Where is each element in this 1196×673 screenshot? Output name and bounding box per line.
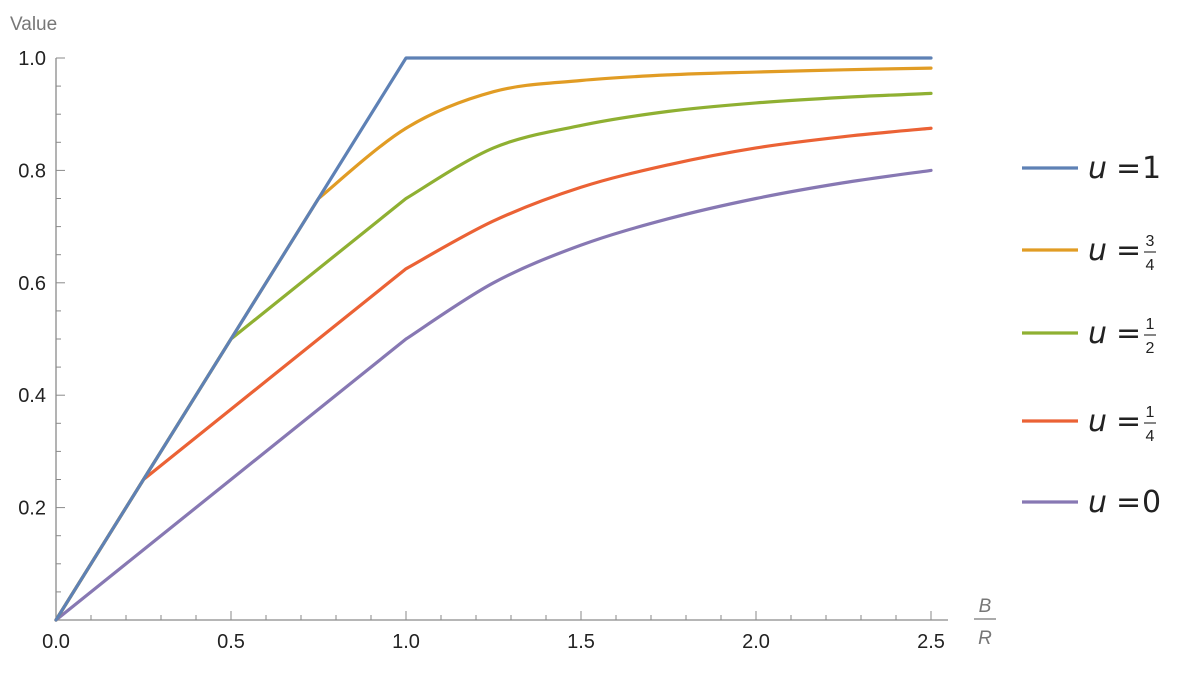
x-tick-label: 0.5 [217,631,245,653]
legend-value: 1 [1142,151,1161,186]
y-tick-label: 1.0 [18,48,46,70]
legend-variable: u [1088,233,1107,268]
legend-equals: = [1116,316,1141,351]
legend-variable: u [1088,316,1107,351]
series-line-1 [54,66,933,622]
series-line-2 [54,91,933,622]
series-lines [54,56,933,622]
x-tick-label: 2.5 [917,631,945,653]
legend-equals: = [1116,404,1141,439]
axis-tick-labels: 0.0 0.5 1.0 1.5 2.0 2.5 0.2 0.4 0.6 0.8 1.0 [18,48,945,653]
legend-item: u = 1 2 [1022,316,1156,357]
legend-fraction-denominator: 4 [1146,257,1155,274]
x-tick-label: 0.0 [42,631,70,653]
series-line-0 [54,56,933,622]
x-tick-label: 2.0 [742,631,770,653]
legend-value: 0 [1142,485,1161,520]
x-axis-title-denominator: R [978,628,992,649]
series-line-3 [54,126,933,622]
legend-equals: = [1116,485,1141,520]
legend-fraction-numerator: 1 [1146,404,1155,421]
axis-ticks [55,57,932,620]
legend-fraction-numerator: 3 [1146,233,1155,250]
series-line-4 [54,168,933,622]
x-axis-title: B R [974,596,996,649]
y-tick-label: 0.8 [18,160,46,182]
y-tick-label: 0.6 [18,273,46,295]
y-tick-label: 0.2 [18,498,46,520]
legend-variable: u [1088,404,1107,439]
y-axis-title: Value [10,14,57,35]
legend-item: u = 0 [1022,485,1161,520]
legend-variable: u [1088,485,1107,520]
legend-fraction-numerator: 1 [1146,316,1155,333]
x-axis-title-numerator: B [979,596,992,617]
legend-equals: = [1116,233,1141,268]
legend-equals: = [1116,151,1141,186]
legend-fraction-denominator: 4 [1146,428,1155,445]
y-tick-label: 0.4 [18,385,46,407]
legend-variable: u [1088,151,1107,186]
x-tick-label: 1.5 [567,631,595,653]
legend-fraction-denominator: 2 [1146,340,1155,357]
legend-item: u = 3 4 [1022,233,1156,274]
x-tick-label: 1.0 [392,631,420,653]
legend-item: u = 1 4 [1022,404,1156,445]
legend-item: u = 1 [1022,151,1161,186]
legend: u = 1u = 34u = 12u = 14u = 0 [1022,151,1161,520]
